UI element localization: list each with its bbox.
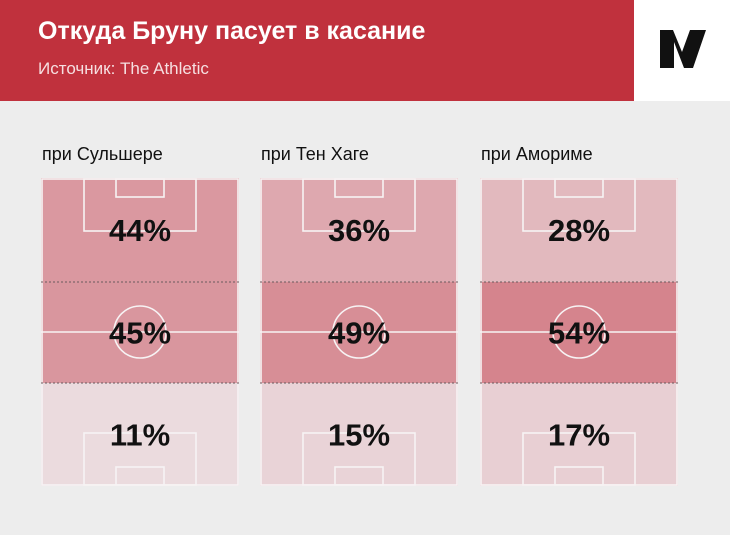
logo-container bbox=[634, 0, 730, 101]
zone-percentage-label: 36% bbox=[328, 213, 390, 248]
zone-percentage-label: 45% bbox=[109, 316, 171, 351]
zone-percentage-label: 17% bbox=[548, 418, 610, 453]
panel-label-amorim: при Амориме bbox=[481, 144, 593, 164]
top-goal-box bbox=[115, 178, 165, 198]
heat-zone-3 bbox=[41, 383, 239, 486]
centre-circle bbox=[113, 305, 167, 359]
zone-percentage-label: 44% bbox=[109, 213, 171, 248]
pitch-solskjaer: 44% 45% 11% bbox=[41, 178, 239, 486]
zone-percentage-label: 54% bbox=[548, 316, 610, 351]
zone-percentage-label: 11% bbox=[110, 418, 170, 453]
zone-percentage-label: 28% bbox=[548, 213, 610, 248]
centre-circle bbox=[332, 305, 386, 359]
header-banner: Откуда Бруну пасует в касание Источник: … bbox=[0, 0, 634, 101]
pitch-amorim: 28% 54% 17% bbox=[480, 178, 678, 486]
the-athletic-logo-icon bbox=[660, 30, 706, 68]
bottom-goal-box bbox=[554, 466, 604, 486]
heat-zone-3 bbox=[260, 383, 458, 486]
heat-zone-1 bbox=[480, 178, 678, 282]
chart-title: Откуда Бруну пасует в касание bbox=[38, 17, 426, 45]
zone-percentage-label: 15% bbox=[328, 418, 390, 453]
heat-zone-1 bbox=[260, 178, 458, 282]
panel-label-ten-hag: при Тен Хаге bbox=[261, 144, 369, 164]
panel-label-solskjaer: при Сульшере bbox=[42, 144, 163, 164]
bottom-goal-box bbox=[115, 466, 165, 486]
zone-percentage-label: 49% bbox=[328, 316, 390, 351]
bottom-goal-box bbox=[334, 466, 384, 486]
heat-zone-1 bbox=[41, 178, 239, 282]
heat-zone-3 bbox=[480, 383, 678, 486]
centre-circle bbox=[552, 305, 606, 359]
chart-source: Источник: The Athletic bbox=[38, 59, 209, 78]
top-goal-box bbox=[334, 178, 384, 198]
pitch-ten-hag: 36% 49% 15% bbox=[260, 178, 458, 486]
top-goal-box bbox=[554, 178, 604, 198]
